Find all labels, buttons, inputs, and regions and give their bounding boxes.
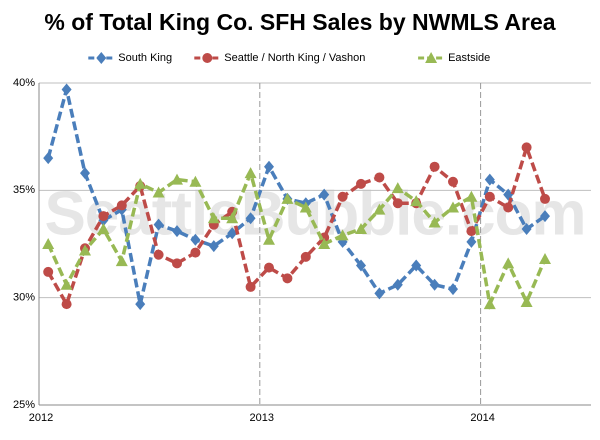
marker bbox=[484, 173, 495, 186]
marker bbox=[60, 278, 73, 290]
marker bbox=[80, 167, 90, 180]
marker bbox=[172, 225, 182, 238]
marker bbox=[520, 295, 533, 307]
marker bbox=[42, 238, 55, 249]
legend-label: South King bbox=[118, 52, 172, 64]
marker bbox=[466, 226, 477, 237]
marker bbox=[391, 182, 404, 194]
series-line bbox=[46, 167, 547, 311]
marker bbox=[152, 186, 165, 198]
series-line bbox=[46, 141, 547, 309]
marker bbox=[428, 216, 441, 228]
y-tick-label: 30% bbox=[13, 292, 35, 304]
marker bbox=[448, 176, 458, 187]
series-line bbox=[46, 88, 547, 305]
marker bbox=[503, 188, 514, 201]
legend-label: Seattle / North King / Vashon bbox=[224, 52, 365, 64]
marker bbox=[465, 190, 478, 202]
marker bbox=[319, 232, 330, 243]
marker bbox=[521, 222, 532, 235]
marker bbox=[355, 222, 367, 234]
marker bbox=[521, 142, 532, 153]
marker bbox=[374, 172, 385, 183]
marker bbox=[43, 152, 54, 165]
marker bbox=[356, 259, 366, 272]
y-tick-label: 25% bbox=[13, 399, 35, 411]
marker bbox=[299, 201, 312, 213]
x-tick-label: 2012 bbox=[29, 412, 53, 424]
marker bbox=[61, 299, 72, 310]
marker bbox=[466, 235, 477, 248]
marker bbox=[190, 233, 201, 246]
marker bbox=[429, 161, 440, 172]
y-tick-label: 35% bbox=[13, 184, 35, 196]
marker bbox=[264, 160, 274, 173]
marker bbox=[116, 200, 127, 211]
x-tick-label: 2013 bbox=[250, 412, 274, 424]
marker bbox=[539, 253, 551, 265]
marker bbox=[98, 211, 109, 222]
marker bbox=[153, 218, 164, 231]
marker bbox=[374, 287, 385, 300]
legend-marker bbox=[96, 52, 107, 64]
legend-marker bbox=[202, 53, 213, 63]
marker bbox=[79, 244, 91, 256]
marker bbox=[429, 278, 440, 291]
marker bbox=[134, 177, 147, 189]
marker bbox=[244, 167, 257, 179]
marker bbox=[392, 278, 403, 291]
y-tick-label: 40% bbox=[13, 77, 35, 89]
marker bbox=[392, 198, 403, 209]
marker bbox=[97, 222, 110, 234]
marker bbox=[540, 193, 550, 204]
marker bbox=[61, 83, 72, 96]
marker bbox=[245, 212, 256, 225]
marker bbox=[411, 259, 422, 272]
marker bbox=[153, 249, 164, 260]
marker bbox=[318, 238, 331, 249]
marker bbox=[447, 201, 459, 213]
marker bbox=[502, 257, 515, 269]
marker bbox=[264, 262, 274, 273]
marker bbox=[448, 283, 458, 296]
marker bbox=[263, 233, 275, 245]
marker bbox=[410, 195, 423, 207]
marker bbox=[245, 281, 256, 292]
marker bbox=[282, 273, 293, 284]
x-tick-label: 2014 bbox=[470, 412, 494, 424]
marker bbox=[226, 212, 239, 224]
marker bbox=[171, 173, 183, 185]
legend-label: Eastside bbox=[448, 52, 490, 64]
marker bbox=[484, 191, 495, 202]
marker bbox=[336, 229, 349, 241]
marker bbox=[43, 266, 54, 277]
marker bbox=[540, 210, 550, 223]
marker bbox=[319, 188, 330, 201]
chart-title: % of Total King Co. SFH Sales by NWMLS A… bbox=[44, 9, 555, 35]
marker bbox=[483, 298, 496, 310]
marker bbox=[356, 178, 366, 189]
legend-marker bbox=[425, 52, 438, 63]
marker bbox=[337, 191, 348, 202]
marker bbox=[189, 175, 202, 187]
marker bbox=[208, 240, 219, 253]
marker bbox=[135, 298, 146, 311]
marker bbox=[227, 227, 238, 240]
marker bbox=[115, 255, 128, 267]
marker bbox=[300, 251, 311, 262]
marker bbox=[207, 212, 220, 224]
marker bbox=[503, 202, 514, 213]
marker bbox=[373, 203, 386, 215]
marker bbox=[172, 258, 182, 269]
marker bbox=[281, 192, 294, 204]
marker bbox=[190, 247, 201, 258]
